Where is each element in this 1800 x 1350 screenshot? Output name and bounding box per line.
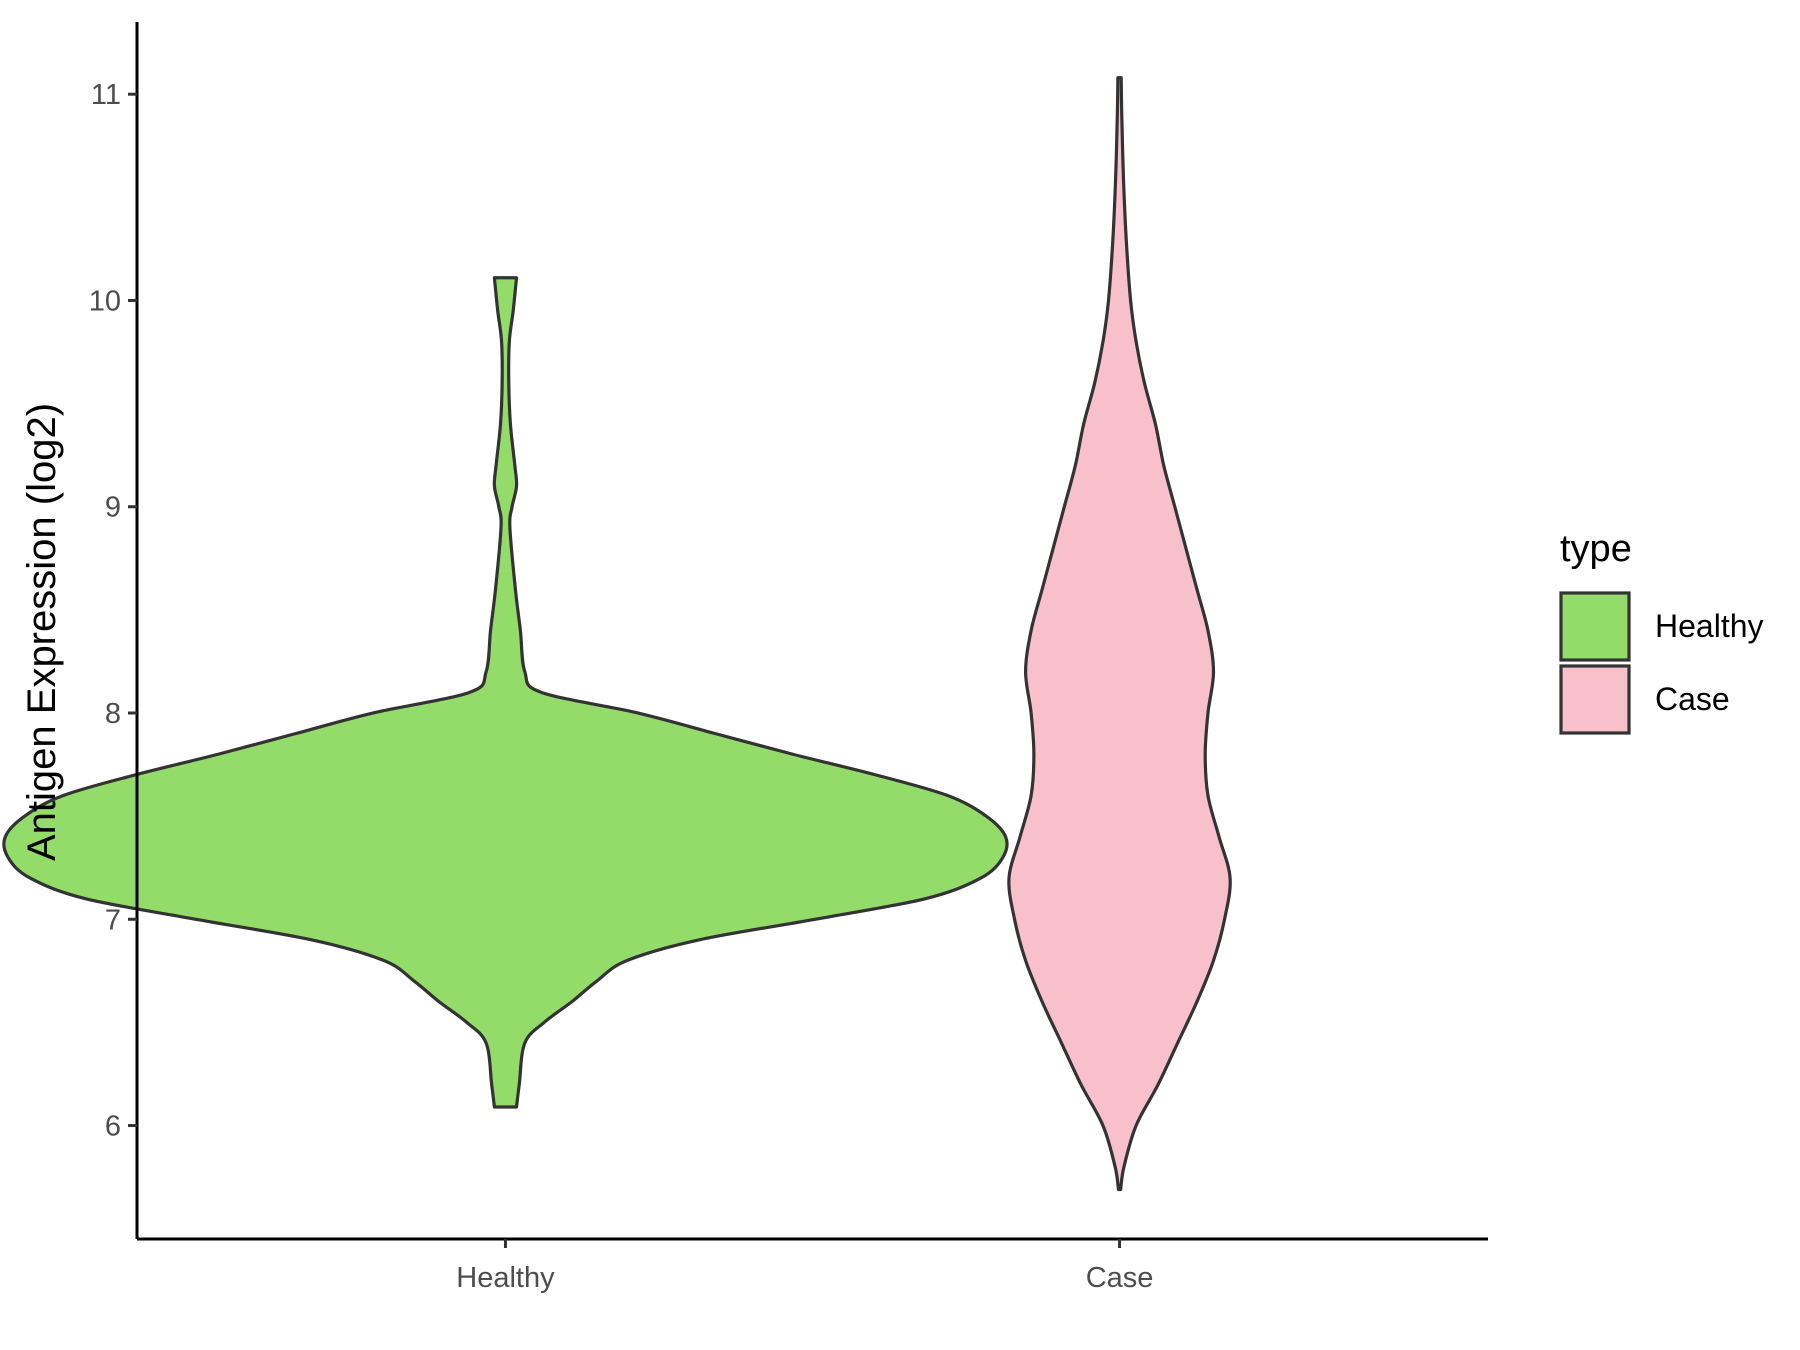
y-tick-label: 8 [105,698,121,730]
legend-title: type [1560,528,1632,570]
violin-healthy [2,276,1009,1109]
legend: type Healthy Case [1559,528,1764,735]
legend-label-case: Case [1655,681,1730,717]
y-tick-label: 9 [105,492,121,524]
legend-label-healthy: Healthy [1655,608,1764,644]
y-tick-label: 10 [89,285,121,317]
x-tick-label: Healthy [456,1262,555,1294]
x-axis-ticks: Healthy Case [456,1239,1153,1294]
y-tick-label: 11 [91,79,121,111]
legend-key-healthy [1559,591,1631,662]
legend-entries: Healthy Case [1559,591,1764,735]
legend-key-case [1559,664,1631,735]
x-tick-label: Case [1086,1262,1154,1294]
y-tick-label: 7 [105,904,121,936]
violins [2,76,1232,1192]
y-axis-title: Antigen Expression (log2) [20,403,64,861]
violin-case [1007,76,1232,1192]
y-tick-label: 6 [105,1111,121,1143]
y-axis-ticks: 6 7 8 9 10 11 [89,79,137,1143]
